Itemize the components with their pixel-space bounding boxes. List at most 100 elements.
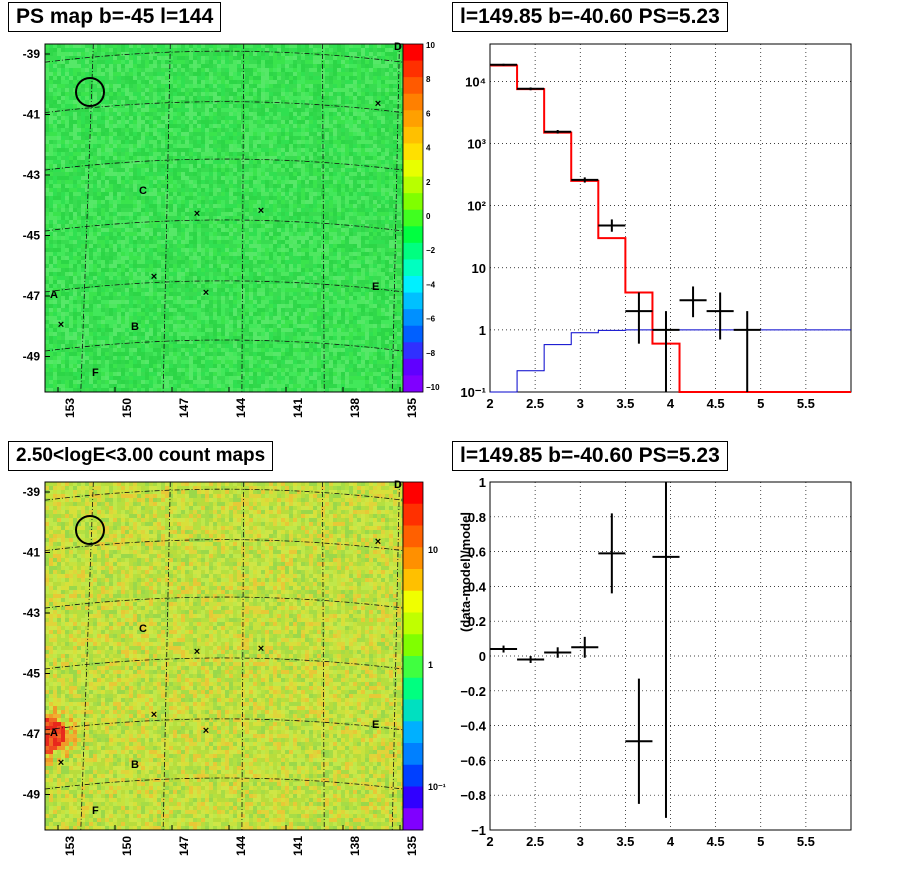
ps-pixel [137, 96, 141, 100]
ps-pixel [277, 220, 281, 224]
ps-pixel [197, 208, 201, 212]
ps-pixel [285, 192, 289, 196]
ps-pixel [369, 56, 373, 60]
ps-pixel [185, 212, 189, 216]
ps-pixel [145, 252, 149, 256]
ps-pixel [77, 124, 81, 128]
ps-pixel [153, 212, 157, 216]
ps-pixel [261, 168, 265, 172]
ps-pixel [105, 236, 109, 240]
ps-pixel [61, 256, 65, 260]
ps-pixel [249, 204, 253, 208]
ps-pixel [261, 64, 265, 68]
ps-pixel [353, 244, 357, 248]
ps-pixel [241, 240, 245, 244]
ps-pixel [173, 112, 177, 116]
ps-pixel [305, 84, 309, 88]
ps-pixel [201, 140, 205, 144]
ps-pixel [225, 180, 229, 184]
ps-pixel [249, 136, 253, 140]
ps-pixel [73, 124, 77, 128]
ps-pixel [169, 64, 173, 68]
ps-pixel [349, 156, 353, 160]
ps-pixel [149, 212, 153, 216]
ps-pixel [181, 172, 185, 176]
ps-pixel [273, 128, 277, 132]
ps-pixel [61, 116, 65, 120]
ps-pixel [189, 96, 193, 100]
ps-pixel [341, 168, 345, 172]
ps-pixel [221, 120, 225, 124]
ps-pixel [337, 232, 341, 236]
ps-pixel [369, 124, 373, 128]
ps-pixel [221, 184, 225, 188]
ps-pixel [353, 184, 357, 188]
ps-pixel [381, 236, 385, 240]
ps-pixel [153, 96, 157, 100]
ps-pixel [173, 176, 177, 180]
ps-pixel [389, 164, 393, 168]
ps-pixel [117, 232, 121, 236]
ps-pixel [85, 144, 89, 148]
ps-pixel [181, 100, 185, 104]
ps-pixel [301, 244, 305, 248]
ps-pixel [369, 240, 373, 244]
ps-pixel [341, 244, 345, 248]
ps-pixel [173, 56, 177, 60]
ps-pixel [269, 236, 273, 240]
ps-pixel [277, 96, 281, 100]
ps-pixel [233, 104, 237, 108]
ps-pixel [301, 116, 305, 120]
ps-pixel [229, 104, 233, 108]
ps-pixel [281, 88, 285, 92]
ps-pixel [113, 256, 117, 260]
ps-pixel [265, 88, 269, 92]
ps-pixel [201, 104, 205, 108]
ps-pixel [357, 140, 361, 144]
ps-pixel [353, 160, 357, 164]
ps-pixel [57, 232, 61, 236]
ps-pixel [61, 124, 65, 128]
ps-pixel [73, 128, 77, 132]
ps-pixel [245, 212, 249, 216]
ps-pixel [165, 228, 169, 232]
ps-pixel [149, 64, 153, 68]
ps-pixel [369, 212, 373, 216]
ps-pixel [141, 216, 145, 220]
ps-pixel [189, 236, 193, 240]
ps-pixel [181, 248, 185, 252]
ps-pixel [53, 172, 57, 176]
ps-pixel [97, 164, 101, 168]
ps-pixel [293, 56, 297, 60]
ps-pixel [269, 88, 273, 92]
ps-pixel [261, 144, 265, 148]
ps-pixel [141, 136, 145, 140]
ps-pixel [69, 192, 73, 196]
ps-pixel [45, 140, 49, 144]
ps-pixel [85, 192, 89, 196]
ps-pixel [145, 96, 149, 100]
ps-pixel [253, 256, 257, 260]
ps-pixel [69, 68, 73, 72]
ps-pixel [221, 220, 225, 224]
ps-pixel [333, 112, 337, 116]
ps-pixel [361, 104, 365, 108]
ps-pixel [385, 184, 389, 188]
ps-pixel [285, 204, 289, 208]
ps-pixel [213, 52, 217, 56]
ps-pixel [65, 92, 69, 96]
ps-pixel [85, 132, 89, 136]
ps-pixel [77, 244, 81, 248]
ps-pixel [385, 140, 389, 144]
ps-pixel [357, 96, 361, 100]
ps-pixel [125, 252, 129, 256]
ps-pixel [57, 228, 61, 232]
ps-pixel [137, 260, 141, 264]
ps-pixel [105, 56, 109, 60]
ps-pixel [145, 100, 149, 104]
ps-pixel [253, 116, 257, 120]
ps-pixel [157, 60, 161, 64]
ps-pixel [389, 172, 393, 176]
ps-pixel [317, 172, 321, 176]
ps-pixel [153, 156, 157, 160]
